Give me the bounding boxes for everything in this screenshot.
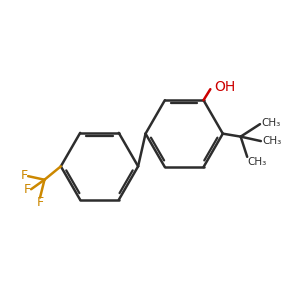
Text: F: F [21,169,28,182]
Text: CH₃: CH₃ [262,118,281,128]
Text: CH₃: CH₃ [247,157,266,167]
Text: CH₃: CH₃ [262,136,282,146]
Text: F: F [37,196,44,209]
Text: OH: OH [214,80,235,94]
Text: F: F [24,183,31,196]
